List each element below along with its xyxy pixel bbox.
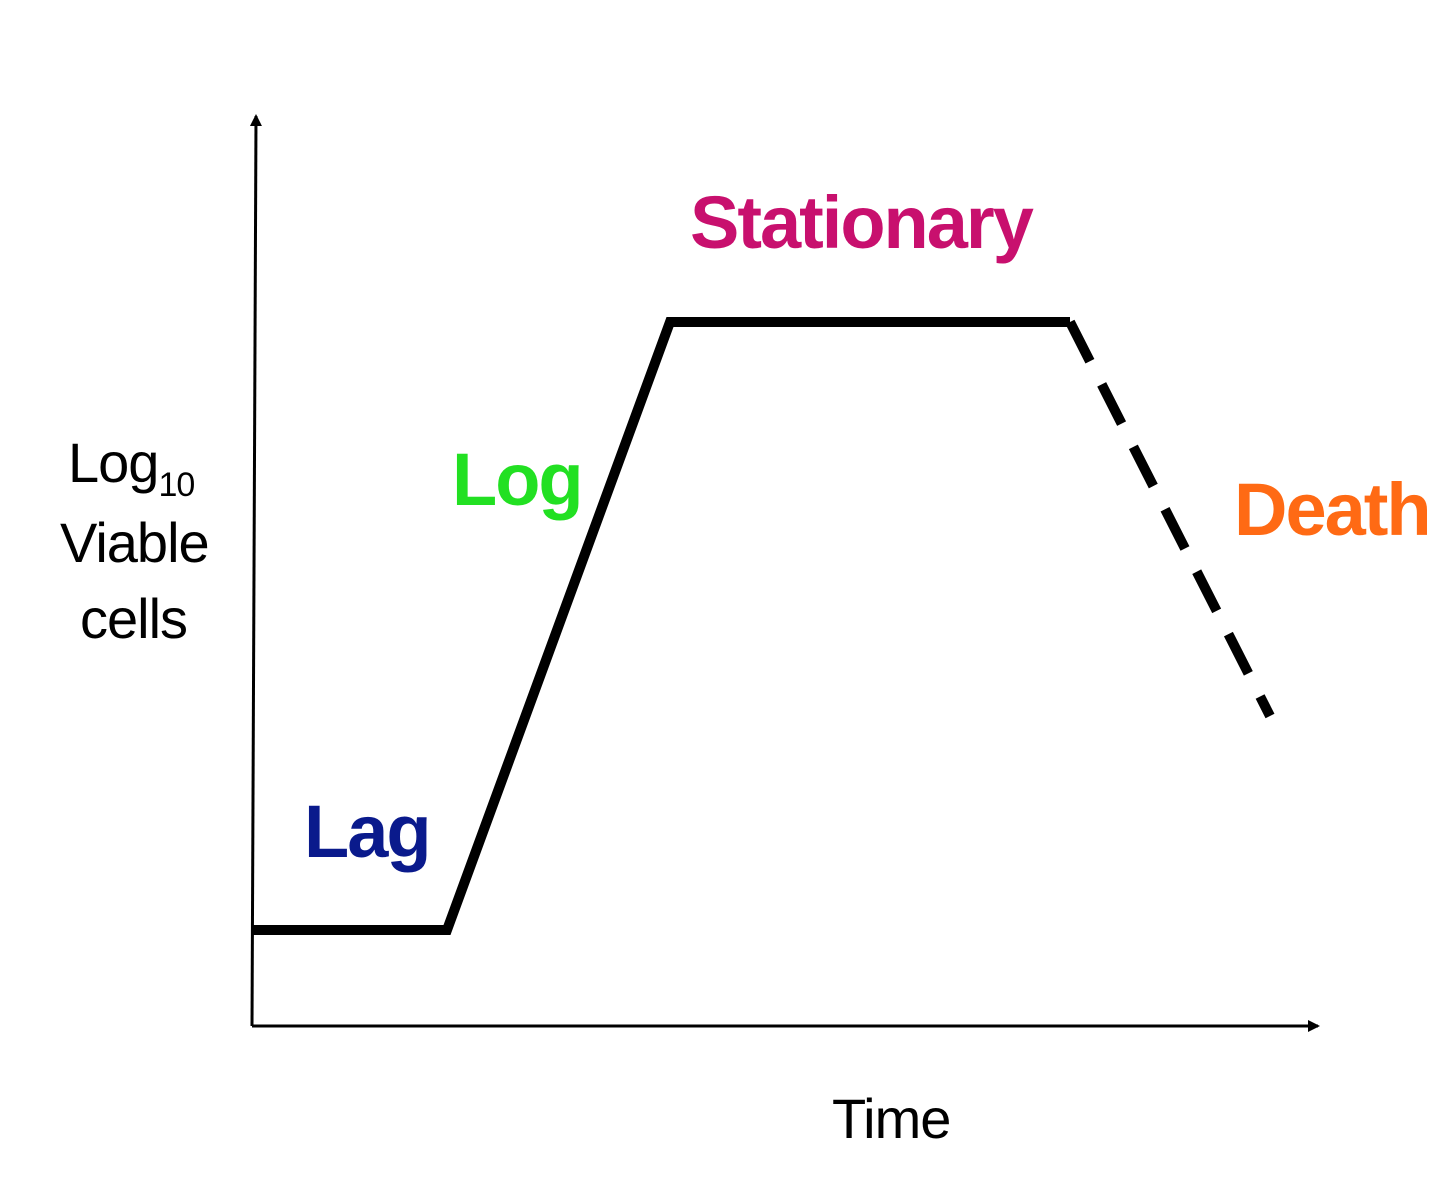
phase-label-lag: Lag	[304, 790, 430, 873]
svg-text:Log10: Log10	[68, 431, 194, 504]
y-axis-label-log: Log	[68, 431, 158, 494]
y-axis-line	[249, 114, 262, 1027]
death-phase-dashed-line	[1065, 319, 1275, 719]
y-axis-label-cells: cells	[80, 587, 187, 650]
phase-label-death: Death	[1234, 468, 1430, 551]
phase-label-stationary: Stationary	[690, 181, 1034, 264]
y-axis-label-viable: Viable	[60, 511, 209, 574]
growth-curve-solid	[252, 317, 1070, 935]
x-axis-label: Time	[832, 1087, 950, 1150]
y-axis-label-subscript: 10	[158, 466, 194, 504]
y-axis-label: Log10 Viable cells	[60, 431, 210, 650]
phase-label-log: Log	[452, 438, 582, 521]
